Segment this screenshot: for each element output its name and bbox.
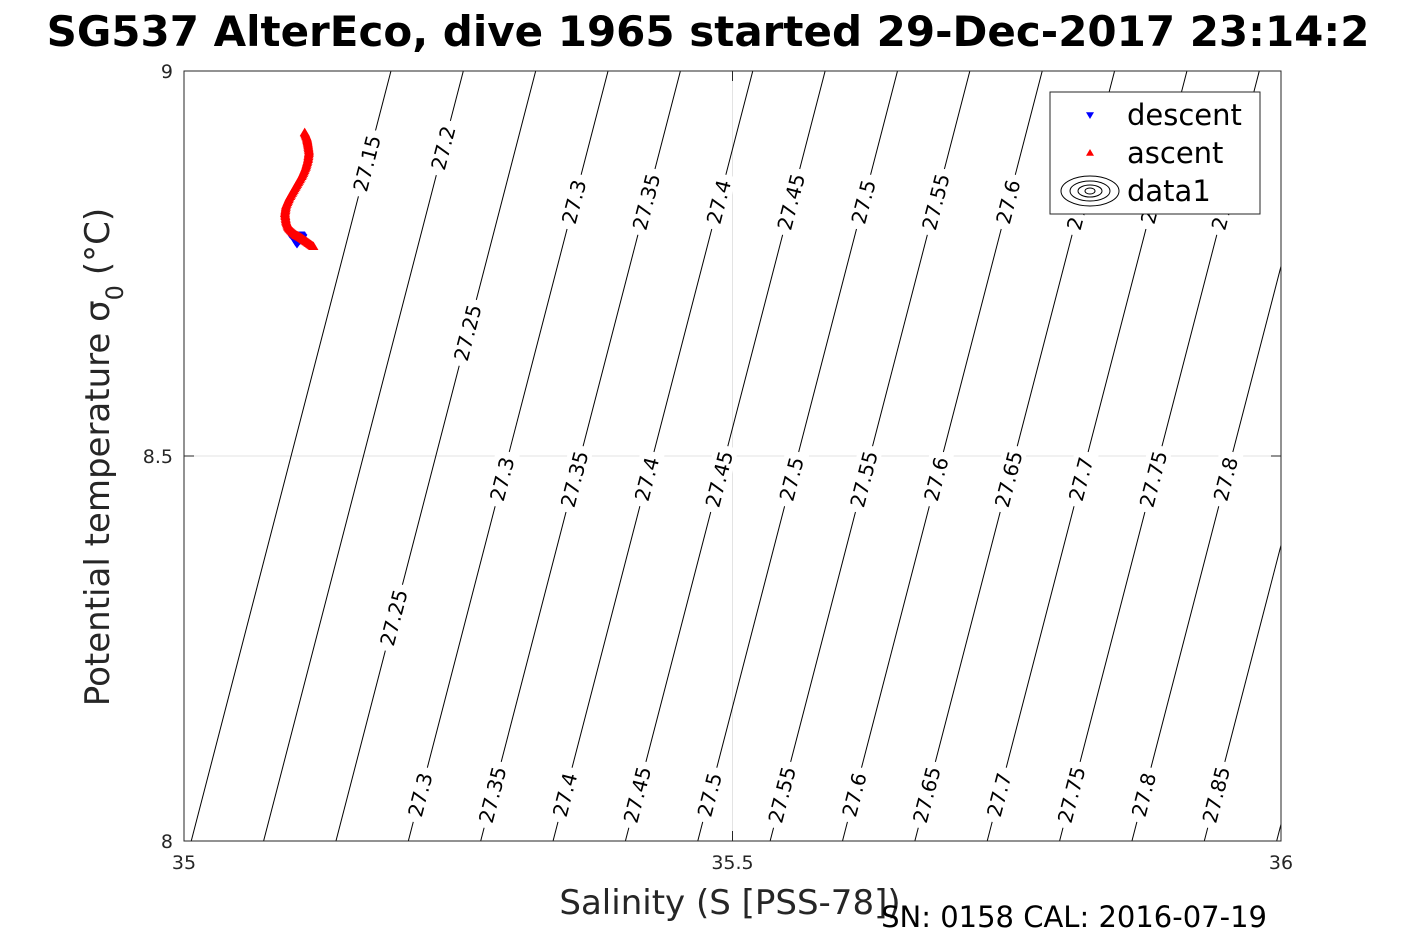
legend-entry-ascent[interactable]: ascent [1086, 136, 1223, 170]
legend-contour-icon [1060, 175, 1120, 207]
contour-label-bg [770, 165, 811, 238]
y-tick-label: 8 [161, 831, 173, 853]
legend-items: descent ascent data1 [1060, 98, 1242, 208]
legend-contour-ring [1060, 175, 1120, 207]
y-axis-label-main: Potential temperature σ [78, 300, 118, 706]
data-series [279, 127, 319, 251]
contour-label-bg [1195, 758, 1236, 831]
contour-label-bg [916, 448, 955, 509]
contour-line-27.85 [1203, 543, 1281, 841]
contour-label-bg [760, 758, 802, 831]
contour-label-bg [842, 442, 884, 515]
contour-label-bg [554, 171, 592, 232]
legend-label: ascent [1127, 136, 1223, 170]
ascent-point [299, 127, 310, 137]
y-axis-label-subscript: 0 [101, 285, 129, 300]
contour-label-bg [699, 171, 737, 232]
contour-label-bg [834, 764, 873, 825]
contour-label-bg [690, 764, 728, 825]
contour-label-bg [843, 171, 882, 232]
contour-line-27.95 [1349, 71, 1417, 841]
footer-serial-cal: SN: 0158 CAL: 2016-07-19 [881, 900, 1267, 934]
contour-label-bg [625, 165, 666, 238]
contour-label: 27.5 [690, 764, 728, 825]
contour-label-bg [400, 764, 438, 825]
contour-label-bg [698, 442, 739, 515]
contour-label-bg [545, 764, 583, 825]
contour-label-bg [1124, 764, 1162, 825]
contour-label-bg [372, 581, 414, 654]
legend-down-triangle-icon [1086, 112, 1094, 119]
contour-label-bg [553, 442, 594, 515]
contour-label-bg [616, 758, 657, 831]
contour-label-bg [446, 296, 487, 369]
x-tick-label: 35.5 [711, 852, 753, 874]
contour-label-bg [772, 448, 810, 509]
contour-label-bg [423, 117, 462, 178]
contour-line-27.15 [190, 71, 392, 841]
chart-title: SG537 AlterEco, dive 1965 started 29-Dec… [47, 7, 1370, 56]
y-axis-label-unit: (°C) [78, 208, 118, 275]
legend-box [1049, 91, 1261, 215]
legend-contour-ring [1069, 180, 1111, 202]
y-axis-label: Potential temperature σ0 (°C) [78, 208, 129, 706]
contour-label-bg [482, 448, 520, 509]
legend-label: data1 [1127, 174, 1211, 208]
legend-entry-descent[interactable]: descent [1086, 98, 1242, 132]
legend-contour-ring [1084, 187, 1096, 195]
series-ascent [279, 127, 319, 251]
legend-contour-ring [1077, 184, 1103, 198]
contour-label-bg [1206, 448, 1244, 509]
contour-label-bg [1050, 758, 1091, 831]
contour-line-27.2 [263, 71, 464, 841]
contour-label-bg [905, 758, 947, 831]
axis-ticks: 35 35.5 36 8 8.5 9 [143, 61, 1293, 874]
contour-label-bg [979, 764, 1017, 825]
contour-line-27.25 [335, 71, 537, 841]
x-tick-label: 35 [172, 852, 196, 874]
contour-label-bg [627, 448, 665, 509]
legend-up-triangle-icon [1086, 149, 1094, 156]
legend-entry-data1[interactable]: data1 [1060, 174, 1211, 208]
contour-line-27.9 [1276, 822, 1281, 841]
contour-label-bg [471, 758, 512, 831]
legend[interactable]: descent ascent data1 [1049, 91, 1261, 215]
y-tick-label: 8.5 [143, 446, 173, 468]
contour-label-bg [987, 442, 1028, 515]
y-tick-label: 9 [161, 61, 173, 83]
contour-label-bg [1061, 448, 1099, 509]
x-axis-label: Salinity (S [PSS-78]) [559, 883, 900, 923]
legend-label: descent [1127, 98, 1242, 132]
contour-label-bg [345, 127, 387, 200]
x-tick-label: 36 [1269, 852, 1293, 874]
contour-label-bg [914, 165, 956, 238]
contour-label-bg [1132, 442, 1173, 515]
contour-label-bg [988, 171, 1026, 232]
